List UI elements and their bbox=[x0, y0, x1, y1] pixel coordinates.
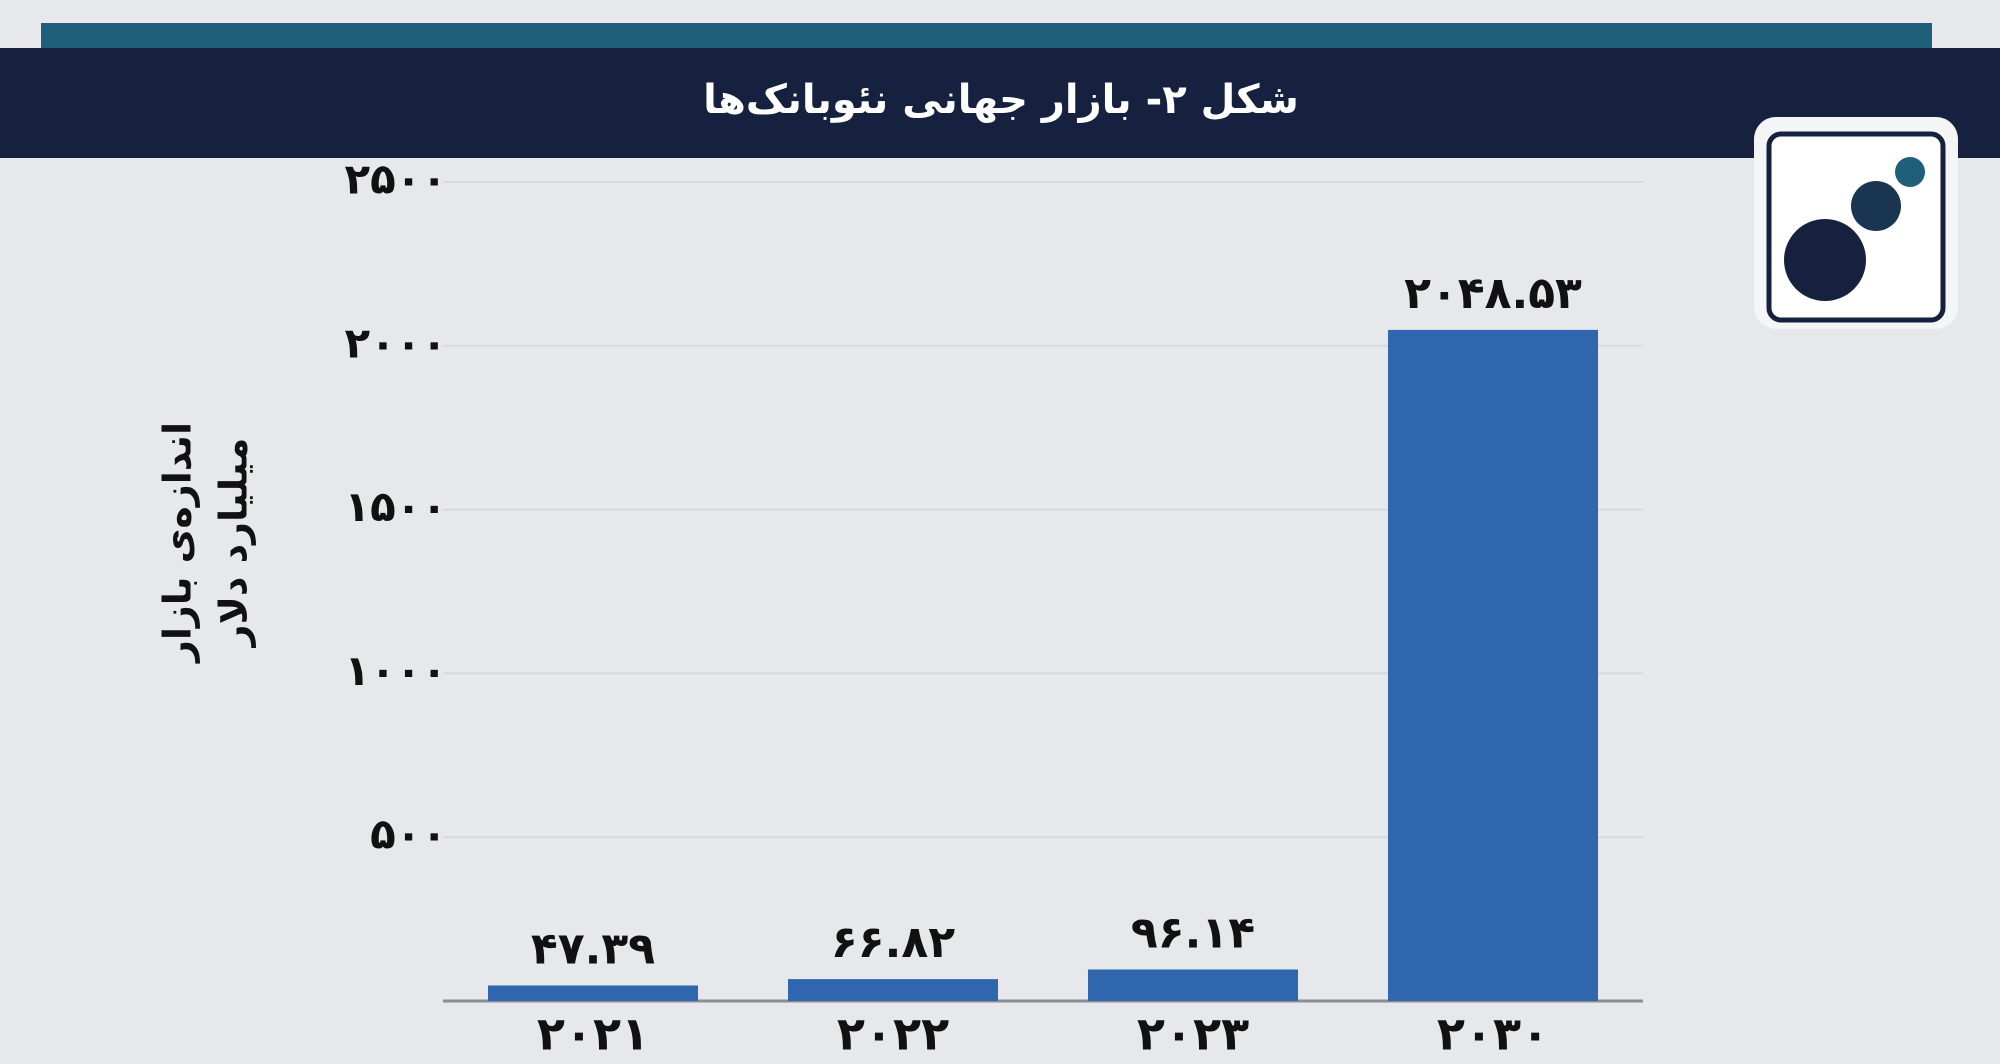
y-tick-label: ۵۰۰ bbox=[370, 810, 447, 859]
header-bar bbox=[0, 48, 2000, 158]
bar bbox=[488, 985, 698, 1001]
y-tick-label: ۲۰۰۰ bbox=[344, 318, 447, 367]
value-label: ۴۷.۳۹ bbox=[531, 923, 655, 974]
logo bbox=[1754, 117, 1958, 329]
x-tick-label: ۲۰۲۲ bbox=[837, 1007, 949, 1061]
value-label: ۹۶.۱۴ bbox=[1131, 908, 1255, 959]
logo-dot bbox=[1851, 181, 1901, 231]
y-tick-label: ۲۵۰۰ bbox=[344, 155, 447, 204]
logo-dot bbox=[1784, 219, 1866, 301]
bar bbox=[1088, 969, 1298, 1001]
value-label: ۶۶.۸۲ bbox=[831, 917, 955, 968]
top-strip bbox=[41, 23, 1932, 50]
y-tick-label: ۱۰۰۰ bbox=[344, 646, 447, 695]
bar bbox=[1388, 329, 1598, 1001]
x-tick-label: ۲۰۲۳ bbox=[1137, 1007, 1249, 1061]
y-tick-label: ۱۵۰۰ bbox=[344, 482, 447, 531]
chart-title: شکل ۲- بازار جهانی نئوبانک‌ها bbox=[703, 77, 1299, 123]
y-axis-label: اندازه‌ی بازار bbox=[156, 422, 200, 664]
value-label: ۲۰۴۸.۵۳ bbox=[1404, 268, 1582, 319]
bar bbox=[788, 979, 998, 1001]
x-tick-label: ۲۰۳۰ bbox=[1437, 1007, 1549, 1061]
logo-dot bbox=[1895, 157, 1925, 187]
y-axis-label: میلیارد دلار bbox=[212, 438, 256, 649]
x-tick-label: ۲۰۲۱ bbox=[537, 1007, 649, 1061]
